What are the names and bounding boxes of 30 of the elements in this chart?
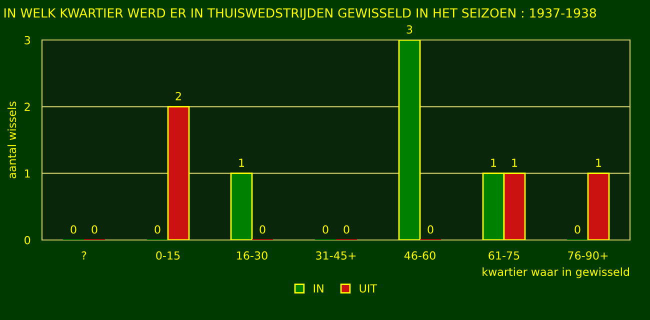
y-tick-label: 3 xyxy=(24,36,30,44)
data-label: 1 xyxy=(491,158,496,167)
y-tick-label: 2 xyxy=(24,102,30,111)
x-tick-label: 31-45+ xyxy=(316,251,356,260)
y-tick-label: 1 xyxy=(25,169,30,178)
data-label: 2 xyxy=(176,92,181,100)
data-label: 0 xyxy=(344,225,350,234)
x-tick-label: 61-75 xyxy=(488,251,520,260)
chart-title: IN WELK KWARTIER WERD ER IN THUISWEDSTRIJDEN GEWISSELD IN HET SEIZOEN : 1937-1938 xyxy=(4,8,596,20)
x-tick-label: 0-15 xyxy=(156,251,180,260)
legend-label: IN xyxy=(314,284,324,292)
data-label: 1 xyxy=(596,158,602,167)
data-label: 0 xyxy=(70,225,76,234)
data-label: 0 xyxy=(92,225,98,234)
data-label: 0 xyxy=(154,225,160,234)
data-label: 0 xyxy=(574,225,580,234)
x-axis-title: kwartier waar in gewisseld xyxy=(482,267,629,278)
x-tick-label: 16-30 xyxy=(237,251,268,260)
x-tick-label: 76-90+ xyxy=(568,251,608,260)
data-label: 3 xyxy=(406,25,412,34)
y-tick-label: 0 xyxy=(24,236,30,244)
legend-label: UIT xyxy=(360,284,378,293)
data-label: 0 xyxy=(428,225,434,234)
x-tick-label: ? xyxy=(82,251,86,260)
data-label: 0 xyxy=(322,225,328,234)
y-axis-title: aantal wissels xyxy=(8,102,16,178)
data-label: 1 xyxy=(239,158,244,167)
data-label: 1 xyxy=(512,158,518,167)
x-tick-label: 46-60 xyxy=(404,251,436,260)
data-label: 0 xyxy=(260,225,266,234)
